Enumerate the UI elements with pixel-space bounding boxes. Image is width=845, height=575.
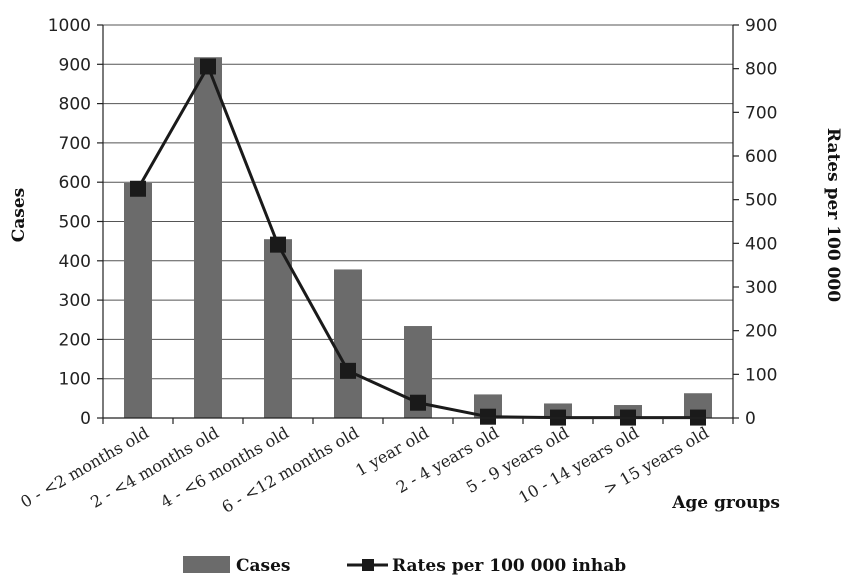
- y-axis-title-right: Rates per 100 000: [823, 128, 843, 302]
- legend-marker-rates: [362, 559, 374, 571]
- bar-cases-3: [334, 269, 362, 418]
- bar-cases-2: [264, 239, 292, 418]
- right-tick-label: 600: [745, 147, 777, 167]
- rate-point-1: [200, 58, 216, 75]
- x-axis-title: Age groups: [671, 493, 780, 513]
- rate-point-4: [410, 394, 426, 411]
- left-tick-label: 0: [80, 409, 91, 429]
- right-tick-label: 800: [745, 60, 777, 80]
- legend-label-cases: Cases: [236, 556, 291, 575]
- right-tick-label: 500: [745, 191, 777, 211]
- x-tick-label: 2 - <4 months old: [87, 423, 222, 512]
- left-tick-label: 600: [59, 173, 91, 193]
- left-tick-label: 900: [59, 55, 91, 75]
- right-tick-label: 900: [745, 16, 777, 36]
- legend-swatch-cases: [183, 556, 230, 573]
- y-axis-title-left: Cases: [9, 188, 29, 243]
- bar-cases-0: [124, 182, 152, 418]
- right-tick-label: 400: [745, 234, 777, 254]
- rate-point-2: [270, 236, 286, 253]
- right-tick-label: 200: [745, 322, 777, 342]
- x-tick-label: 10 - 14 years old: [515, 423, 642, 507]
- x-tick-label: 0 - <2 months old: [17, 423, 152, 512]
- legend-label-rates: Rates per 100 000 inhab: [392, 556, 626, 575]
- left-tick-label: 200: [59, 330, 91, 350]
- left-tick-label: 500: [59, 213, 91, 233]
- left-axis-ticks: 0 100 200 300 400 500 600 700 800 900 1000: [48, 16, 103, 429]
- right-tick-label: 700: [745, 103, 777, 123]
- right-tick-label: 0: [745, 409, 756, 429]
- left-tick-label: 1000: [48, 16, 91, 36]
- rate-point-3: [340, 362, 356, 379]
- right-axis-ticks: 0 100 200 300 400 500 600 700 800 900: [733, 16, 777, 429]
- legend: Cases Rates per 100 000 inhab: [183, 556, 626, 575]
- right-tick-label: 100: [745, 365, 777, 385]
- rate-point-0: [130, 180, 146, 197]
- left-tick-label: 300: [59, 291, 91, 311]
- bar-cases-1: [194, 57, 222, 418]
- left-tick-label: 100: [59, 370, 91, 390]
- left-tick-label: 400: [59, 252, 91, 272]
- cases-bars: [124, 57, 712, 418]
- left-tick-label: 800: [59, 95, 91, 115]
- rate-point-5: [480, 408, 496, 425]
- left-tick-label: 700: [59, 134, 91, 154]
- right-tick-label: 300: [745, 278, 777, 298]
